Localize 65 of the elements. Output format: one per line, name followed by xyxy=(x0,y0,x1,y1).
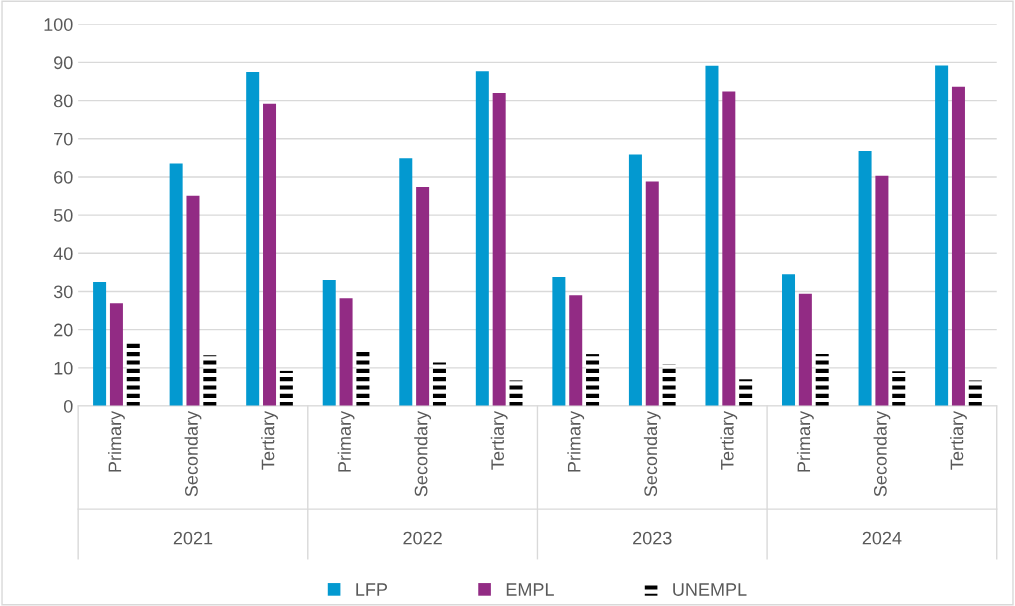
bar xyxy=(263,103,277,407)
x-tick-label: Primary xyxy=(567,410,585,472)
y-tick-label: 60 xyxy=(54,170,73,184)
bar xyxy=(322,280,336,407)
bar xyxy=(169,163,183,407)
bar xyxy=(782,274,796,407)
y-tick-label: 70 xyxy=(54,132,73,146)
bar xyxy=(875,175,889,407)
x-tick-label: Secondary xyxy=(643,410,661,497)
text: 2021 xyxy=(173,531,213,545)
y-tick-label: 50 xyxy=(53,209,73,222)
legend-label: EMPL xyxy=(506,583,554,596)
legend-label: LFP xyxy=(356,583,388,596)
y-tick-label: 30 xyxy=(53,285,73,299)
x-tick-label: Primary xyxy=(108,410,125,472)
bar xyxy=(416,186,430,407)
bar xyxy=(586,354,600,407)
y-tick-label: 0 xyxy=(63,399,73,413)
x-tick-label: Tertiary xyxy=(950,410,967,470)
x-tick-label: Tertiary xyxy=(720,410,738,470)
bar xyxy=(892,371,906,407)
bar xyxy=(339,298,353,407)
text: 2022 xyxy=(403,531,442,545)
bar xyxy=(798,293,812,407)
y-tick-label: 40 xyxy=(53,247,73,261)
bar xyxy=(93,281,107,407)
x-tick-label: Primary xyxy=(337,410,355,472)
bar xyxy=(475,71,489,407)
x-tick-label: Secondary xyxy=(184,410,202,497)
bar xyxy=(109,303,123,407)
bar xyxy=(815,354,829,407)
bar xyxy=(186,195,200,407)
x-tick-label: Primary xyxy=(796,410,814,472)
bar xyxy=(569,295,583,407)
x-tick-label: Tertiary xyxy=(261,410,278,470)
bar xyxy=(509,380,523,407)
bar xyxy=(951,86,965,407)
bar xyxy=(203,355,217,407)
x-tick-label: Tertiary xyxy=(490,410,508,470)
bar xyxy=(279,370,293,407)
x-tick-label: Secondary xyxy=(414,410,432,497)
bar xyxy=(722,91,736,407)
bar xyxy=(739,379,753,407)
bar xyxy=(552,276,566,407)
bar xyxy=(399,158,413,407)
bar xyxy=(628,154,642,407)
bar xyxy=(356,349,370,407)
text: 2023 xyxy=(633,531,672,545)
bar xyxy=(935,65,949,407)
bar xyxy=(432,362,446,407)
y-tick-label: 90 xyxy=(54,56,73,70)
y-tick-label: 20 xyxy=(54,323,73,337)
bar xyxy=(858,150,872,407)
legend-label: UNEMPL xyxy=(673,583,747,596)
y-tick-label: 80 xyxy=(54,94,73,108)
x-tick-label: Secondary xyxy=(873,410,891,497)
bar xyxy=(705,65,719,407)
y-tick-label: 100 xyxy=(44,18,73,31)
bar xyxy=(662,364,676,407)
bar xyxy=(246,71,260,407)
bar xyxy=(968,380,982,407)
bar xyxy=(492,92,506,407)
bar xyxy=(645,181,659,407)
y-tick-label: 10 xyxy=(54,361,73,375)
text: 2024 xyxy=(862,531,902,545)
